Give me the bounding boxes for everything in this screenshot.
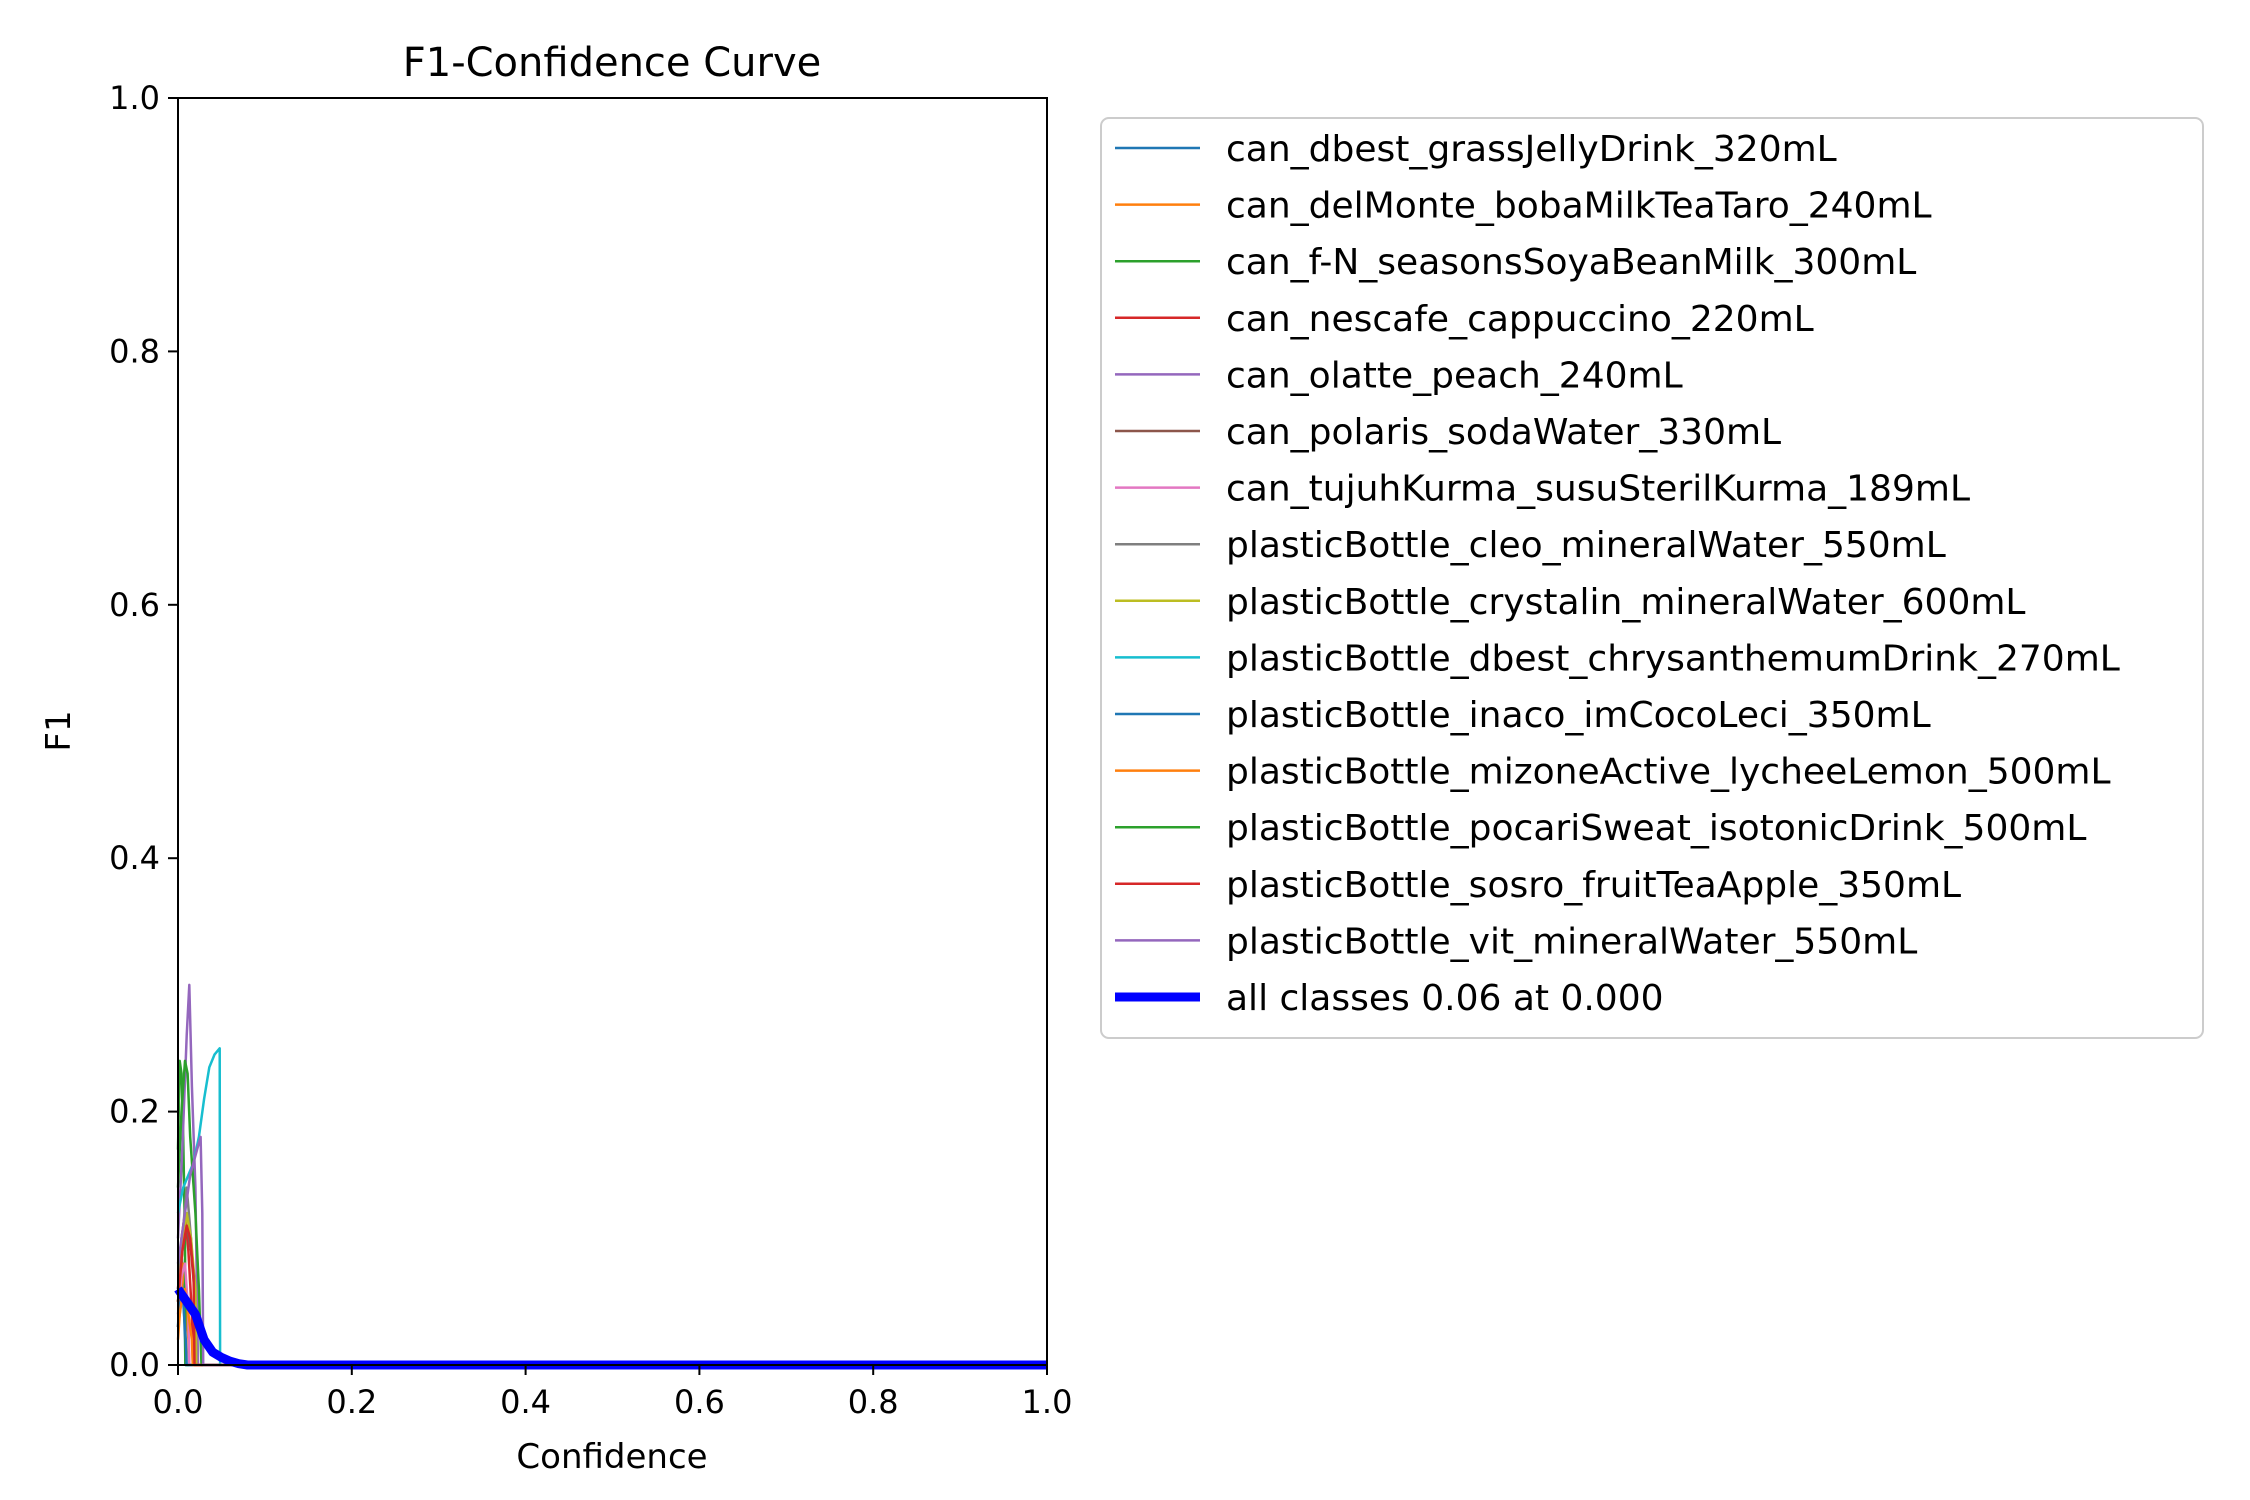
legend-label-6: can_tujuhKurma_susuSterilKurma_189mL — [1226, 469, 1970, 510]
series-line-2 — [176, 1059, 1047, 1367]
series-line-14 — [176, 1135, 1047, 1367]
series-line-10 — [176, 1287, 1047, 1367]
legend-label-7: plasticBottle_cleo_mineralWater_550mL — [1226, 525, 1946, 566]
series-line-5 — [176, 1224, 1047, 1367]
x-tick-label: 0.4 — [500, 1383, 551, 1421]
series-line-7 — [176, 1186, 1047, 1367]
x-axis-label: Confidence — [516, 1437, 707, 1477]
series-line-1 — [176, 1262, 1047, 1367]
y-tick-label: 0.2 — [109, 1093, 160, 1131]
y-tick-label: 0.4 — [109, 839, 160, 877]
legend: can_dbest_grassJellyDrink_320mL can_delMo… — [1100, 117, 2204, 1039]
plot-frame — [177, 97, 1048, 1366]
legend-label-1: can_delMonte_bobaMilkTeaTaro_240mL — [1226, 186, 1932, 227]
plot-lines — [174, 983, 1047, 1370]
y-tick-label: 0.0 — [109, 1346, 160, 1384]
chart-title: F1-Confidence Curve — [403, 40, 822, 86]
legend-label-8: plasticBottle_crystalin_mineralWater_600… — [1226, 582, 2026, 623]
legend-label-9: plasticBottle_dbest_chrysanthemumDrink_2… — [1226, 638, 2120, 679]
y-tick-label: 0.8 — [109, 332, 160, 370]
series-line-15 — [174, 1286, 1047, 1370]
series-line-8 — [176, 1211, 1047, 1367]
series-line-12 — [176, 1059, 1047, 1367]
series-line-3 — [176, 1211, 1047, 1367]
x-tick-label: 0.8 — [848, 1383, 899, 1421]
legend-label-5: can_polaris_sodaWater_330mL — [1226, 412, 1781, 453]
legend-label-2: can_f-N_seasonsSoyaBeanMilk_300mL — [1226, 242, 1916, 283]
y-axis-ticks: 0.0 0.2 0.4 0.6 0.8 1.0 — [109, 79, 178, 1384]
y-tick-label: 1.0 — [109, 79, 160, 117]
legend-label-0: can_dbest_grassJellyDrink_320mL — [1226, 129, 1837, 170]
series-line-11 — [176, 1287, 1047, 1367]
x-tick-label: 0.0 — [153, 1383, 204, 1421]
legend-label-15: all classes 0.06 at 0.000 — [1226, 978, 1664, 1019]
legend-label-12: plasticBottle_pocariSweat_isotonicDrink_… — [1226, 808, 2086, 849]
y-tick-label: 0.6 — [109, 586, 160, 624]
series-line-6 — [176, 1262, 1047, 1367]
legend-label-4: can_olatte_peach_240mL — [1226, 355, 1683, 396]
legend-label-3: can_nescafe_cappuccino_220mL — [1226, 299, 1814, 340]
x-tick-label: 0.6 — [674, 1383, 725, 1421]
series-line-13 — [176, 1224, 1047, 1367]
series-line-4 — [176, 983, 1047, 1367]
legend-label-14: plasticBottle_vit_mineralWater_550mL — [1226, 921, 1917, 962]
series-line-9 — [176, 1047, 1047, 1367]
legend-label-10: plasticBottle_inaco_imCocoLeci_350mL — [1226, 695, 1931, 736]
x-axis-ticks: 0.0 0.2 0.4 0.6 0.8 1.0 — [153, 1365, 1073, 1421]
x-tick-label: 1.0 — [1022, 1383, 1073, 1421]
legend-box — [1100, 117, 2204, 1039]
x-tick-label: 0.2 — [326, 1383, 377, 1421]
series-line-0 — [176, 1249, 1047, 1367]
legend-label-11: plasticBottle_mizoneActive_lycheeLemon_5… — [1226, 752, 2111, 793]
y-axis-label: F1 — [39, 710, 79, 751]
legend-label-13: plasticBottle_sosro_fruitTeaApple_350mL — [1226, 865, 1961, 906]
legend-items: can_dbest_grassJellyDrink_320mL can_delMo… — [1115, 129, 2120, 1019]
